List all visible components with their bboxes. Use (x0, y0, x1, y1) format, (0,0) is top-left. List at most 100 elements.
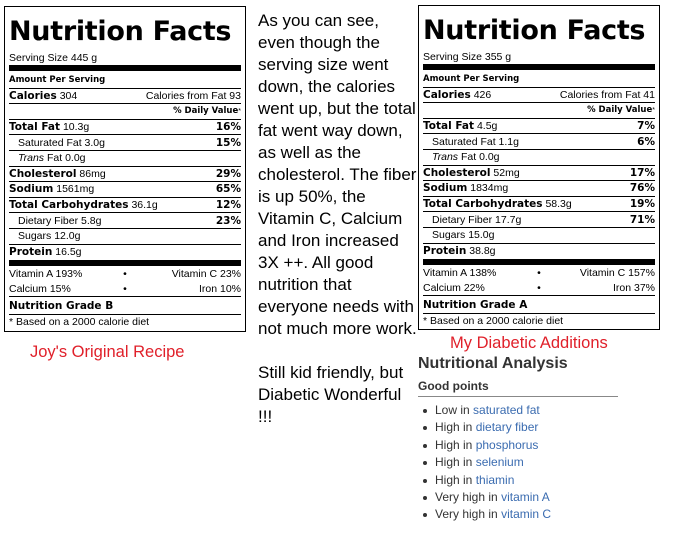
nutrient-name-amount: Protein 16.5g (9, 246, 82, 258)
nutrient-name: Sodium (9, 183, 54, 196)
good-point-prefix: Very high in (435, 489, 498, 504)
nutrient-name: Saturated Fat (432, 135, 496, 148)
nutrient-amount: 12.0g (54, 230, 81, 243)
good-point-link[interactable]: saturated fat (473, 403, 540, 417)
calories-label: Calories (423, 88, 471, 101)
good-point-item: High in thiamin (418, 472, 668, 489)
thick-divider (9, 260, 241, 267)
nutrient-name-amount: Cholesterol 52mg (423, 167, 520, 179)
nutrient-name: Sugars (432, 229, 466, 242)
good-points-list: Low in saturated fat High in dietary fibe… (418, 402, 668, 524)
bullet-separator: • (123, 268, 127, 281)
nutrient-name-amount: Sugars 15.0g (432, 229, 494, 241)
calories-from-fat: Calories from Fat 41 (559, 88, 655, 101)
nutrient-amount: 0.0g (479, 151, 500, 164)
good-point-link[interactable]: selenium (475, 455, 524, 470)
nutrient-daily-pct: 71% (629, 213, 655, 226)
nutrition-label-diabetic: Nutrition Facts Serving Size 355 g Amount … (418, 5, 660, 330)
nutrient-daily-pct: 6% (637, 135, 655, 148)
nutrient-name: Sodium (423, 182, 468, 195)
nutrient-name: Saturated Fat (18, 136, 82, 149)
serving-size: Serving Size 355 g (423, 51, 512, 63)
nutrient-daily-pct: 17% (629, 166, 655, 179)
nutrient-daily-pct: 29% (215, 167, 241, 180)
nutrient-amount: 86mg (79, 167, 106, 180)
footnote: * Based on a 2000 calorie diet (9, 314, 241, 330)
calories-value: 426 (473, 88, 492, 101)
nutrition-grade: Nutrition Grade B (9, 296, 241, 314)
label-title: Nutrition Facts (9, 16, 232, 47)
nutrient-name: Total Carbohydrates (423, 198, 543, 211)
good-point-prefix: High in (435, 437, 473, 452)
nutrient-name-amount: Total Carbohydrates 58.3g (423, 198, 572, 210)
nutrient-name-suffix: Fat (46, 152, 63, 165)
nutrition-grade-text: Nutrition Grade A (423, 298, 528, 311)
daily-value-text: % Daily Value (173, 106, 239, 117)
vitamin-row: Vitamin A 193% • Vitamin C 23% (9, 267, 241, 282)
vitamin-row: Calcium 15% • Iron 10% (9, 282, 241, 297)
nutrient-daily-pct: 7% (637, 120, 655, 133)
good-point-item: High in phosphorus (418, 437, 668, 454)
daily-value-header: % Daily Value * (423, 102, 655, 118)
calories-left: Calories 426 (423, 89, 491, 101)
nutrient-daily-pct: 76% (629, 182, 655, 195)
amount-per-serving-text: Amount Per Serving (423, 73, 520, 84)
nutrient-name-amount: Total Fat 10.3g (9, 121, 89, 133)
amount-per-serving-text: Amount Per Serving (9, 74, 106, 85)
nutrient-name-amount: Total Fat 4.5g (423, 120, 497, 132)
vitamin-left: Vitamin A 138% (423, 267, 497, 280)
good-point-item: Low in saturated fat (418, 402, 668, 419)
caption-original: Joy's Original Recipe (30, 343, 185, 361)
vitamin-row: Calcium 22% • Iron 37% (423, 281, 655, 296)
nutrient-name-amount: Cholesterol 86mg (9, 168, 106, 180)
nutrient-row: Total Carbohydrates 58.3g 19% (423, 195, 655, 212)
calories-left: Calories 304 (9, 90, 77, 102)
nutrient-row: Protein 16.5g (9, 243, 241, 260)
good-point-link[interactable]: thiamin (475, 472, 515, 487)
nutrition-grade-text: Nutrition Grade B (9, 299, 114, 312)
nutrition-label-original: Nutrition Facts Serving Size 445 g Amount … (4, 6, 246, 332)
calories-row: Calories 426 Calories from Fat 41 (423, 86, 655, 103)
amount-per-serving: Amount Per Serving (9, 72, 241, 88)
footnote-text: * Based on a 2000 calorie diet (423, 315, 564, 328)
vitamin-left: Calcium 22% (423, 281, 485, 294)
good-point-link[interactable]: phosphorus (475, 437, 539, 452)
good-point-link[interactable]: vitamin C (501, 507, 552, 522)
nutrient-amount: 3.0g (84, 136, 105, 149)
comparison-text: As you can see, even though the serving … (258, 11, 417, 426)
good-point-prefix: Very high in (435, 507, 498, 522)
nutrient-row: Sodium 1561mg 65% (9, 181, 241, 197)
bullet-separator: • (537, 281, 541, 294)
caption-diabetic: My Diabetic Additions (450, 334, 608, 352)
calories-row: Calories 304 Calories from Fat 93 (9, 87, 241, 104)
nutrient-name-amount: Trans Fat 0.0g (18, 152, 86, 164)
nutrient-name: Sugars (18, 230, 52, 243)
good-point-item: Very high in vitamin C (418, 506, 668, 523)
nutrient-row: Total Carbohydrates 36.1g 12% (9, 196, 241, 213)
nutrient-row: Sugars 12.0g (9, 227, 241, 244)
nutrient-daily-pct: 19% (629, 198, 655, 211)
nutrient-amount: 58.3g (545, 198, 572, 211)
good-point-item: High in selenium (418, 454, 668, 471)
nutrient-row: Total Fat 10.3g 16% (9, 118, 241, 135)
vitamin-row: Vitamin A 138% • Vitamin C 157% (423, 266, 655, 281)
nutrient-name: Cholesterol (9, 167, 77, 180)
nutrient-row: Cholesterol 86mg 29% (9, 165, 241, 182)
vitamin-right: Vitamin C 157% (579, 267, 655, 280)
nutrient-amount: 1834mg (470, 182, 509, 195)
nutrient-amount: 0.0g (65, 152, 86, 165)
nutrient-amount: 16.5g (55, 245, 82, 258)
nutrient-name: Trans (18, 152, 45, 165)
nutrient-name-amount: Sodium 1834mg (423, 182, 508, 194)
nutrient-name: Dietary Fiber (18, 214, 79, 227)
nutrient-name: Protein (9, 245, 53, 258)
nutrient-amount: 17.7g (495, 213, 522, 226)
nutrient-name-amount: Saturated Fat 1.1g (432, 136, 519, 148)
good-point-prefix: High in (435, 420, 473, 435)
daily-value-text: % Daily Value (587, 105, 653, 116)
vitamin-right: Iron 37% (612, 281, 655, 294)
nutrient-row: Protein 38.8g (423, 242, 655, 259)
good-point-link[interactable]: vitamin A (501, 489, 550, 504)
nutrient-daily-pct: 12% (215, 199, 241, 212)
good-point-link[interactable]: dietary fiber (475, 420, 539, 435)
